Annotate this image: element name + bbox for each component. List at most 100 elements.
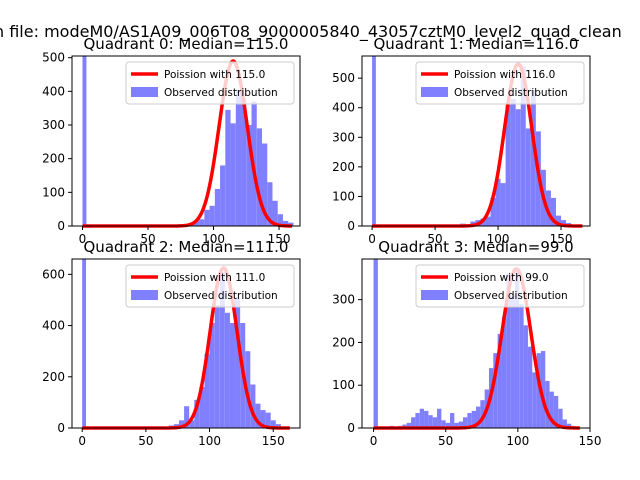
x-tick-label: 50 — [140, 232, 155, 246]
histogram-bar — [373, 259, 378, 428]
histogram-bar — [514, 269, 520, 428]
y-tick-label: 0 — [57, 219, 65, 233]
y-tick-label: 200 — [42, 152, 65, 166]
histogram-bar — [505, 104, 511, 226]
legend-box — [125, 61, 295, 105]
histogram-bar — [532, 372, 537, 428]
legend-patch-swatch — [421, 290, 448, 300]
subplot-0: 0 50 100 150 0 100 200 300 400 500 Quadrant 0: Med… — [42, 35, 301, 246]
x-tick-label: 100 — [506, 434, 529, 448]
x-tick-label: 0 — [79, 232, 87, 246]
histogram-bar — [463, 417, 468, 428]
histogram-bar — [441, 420, 446, 428]
legend-patch-swatch — [131, 290, 158, 300]
histogram-bar — [523, 325, 528, 428]
x-tick-label: 0 — [370, 434, 378, 448]
legend-label-fit: Poission with 116.0 — [454, 69, 555, 81]
x-tick-label: 150 — [579, 434, 602, 448]
legend: Poission with 116.0 Observed distribution — [415, 61, 585, 105]
x-tick-label: 50 — [427, 232, 442, 246]
histogram-bar — [225, 109, 231, 226]
subplot-2: 0 50 100 150 0 200 400 600 Quadrant 2: Median=11… — [42, 238, 301, 448]
histogram-bar — [536, 353, 541, 428]
histogram-bar — [415, 413, 420, 428]
y-tick-label: 600 — [42, 267, 65, 281]
legend-label-observed: Observed distribution — [454, 290, 568, 302]
subplot-title: Quadrant 1: Median=116.0 — [374, 35, 579, 53]
histogram-bar — [454, 422, 459, 428]
y-tick-label: 300 — [332, 130, 355, 144]
y-tick-label: 300 — [42, 118, 65, 132]
x-tick-label: 100 — [487, 232, 510, 246]
axes-frame — [71, 55, 301, 227]
y-tick-label: 300 — [332, 293, 355, 307]
histogram-bar — [265, 412, 271, 428]
histogram-bar — [224, 312, 230, 428]
histogram-bar — [527, 346, 533, 428]
histogram-bar — [262, 143, 268, 226]
histogram-bar — [214, 188, 221, 226]
histogram-bar — [520, 66, 526, 226]
legend-label-fit: Poission with 111.0 — [164, 272, 265, 284]
histogram-bar — [256, 128, 262, 226]
x-tick-label: 150 — [262, 434, 285, 448]
y-tick-label: 0 — [347, 421, 355, 435]
histogram-bar — [545, 380, 550, 428]
legend-label-observed: Observed distribution — [164, 290, 278, 302]
figure-suptitle: n file: modeM0/AS1A09_006T08_9000005840_… — [0, 22, 622, 42]
histogram-bar — [193, 220, 200, 226]
y-tick-label: 100 — [42, 185, 65, 199]
histogram-bar — [495, 178, 501, 226]
y-tick-label: 100 — [332, 189, 355, 203]
histogram-bar — [445, 422, 451, 428]
histogram-bar — [250, 384, 256, 428]
x-tick-label: 100 — [198, 434, 221, 448]
x-tick-label: 0 — [78, 434, 86, 448]
histogram-bar — [209, 323, 215, 428]
x-tick-label: 100 — [202, 232, 225, 246]
histogram-bar — [515, 109, 521, 226]
histogram-bar — [450, 413, 455, 428]
legend-box — [415, 264, 585, 308]
histogram-bar — [428, 415, 433, 428]
histogram-bar — [235, 89, 242, 227]
histogram-bar — [493, 353, 498, 428]
subplot-3: 0 50 100 150 0 100 200 300 Quadrant 3: Median=99… — [332, 238, 601, 448]
histogram-bar — [458, 421, 464, 428]
histogram-bar — [194, 399, 200, 428]
histogram-bar — [432, 417, 438, 428]
y-tick-label: 400 — [332, 101, 355, 115]
histogram-bar — [525, 128, 531, 226]
histogram-bar — [549, 391, 554, 428]
histogram-bar — [476, 406, 481, 428]
histogram-bar — [406, 422, 412, 428]
y-tick-label: 0 — [347, 219, 355, 233]
histogram-bar — [214, 305, 220, 428]
legend-box — [415, 61, 585, 105]
histogram-bar — [270, 420, 276, 428]
histogram-bar — [561, 220, 567, 226]
histogram-bar — [184, 406, 190, 428]
legend-label-fit: Poission with 99.0 — [454, 272, 549, 284]
histogram-bar — [519, 303, 524, 428]
histogram-bar — [275, 424, 281, 428]
histogram-bar — [490, 197, 496, 226]
histogram-bar — [272, 200, 278, 226]
histogram-bar — [246, 125, 252, 226]
x-tick-label: 0 — [368, 232, 376, 246]
axes-frame — [71, 258, 301, 429]
histogram-bar — [220, 165, 226, 226]
histogram-bar — [562, 419, 567, 428]
histogram-bar — [255, 403, 261, 428]
histogram-bar — [558, 408, 563, 428]
histogram-bar — [219, 271, 225, 428]
histogram-bar — [82, 259, 87, 428]
legend-box — [125, 264, 295, 308]
histogram-bar — [424, 410, 429, 428]
x-tick-label: 150 — [550, 232, 573, 246]
histogram-bar — [480, 400, 485, 428]
y-tick-label: 200 — [332, 160, 355, 174]
legend-patch-swatch — [131, 87, 158, 97]
y-tick-label: 200 — [332, 335, 355, 349]
